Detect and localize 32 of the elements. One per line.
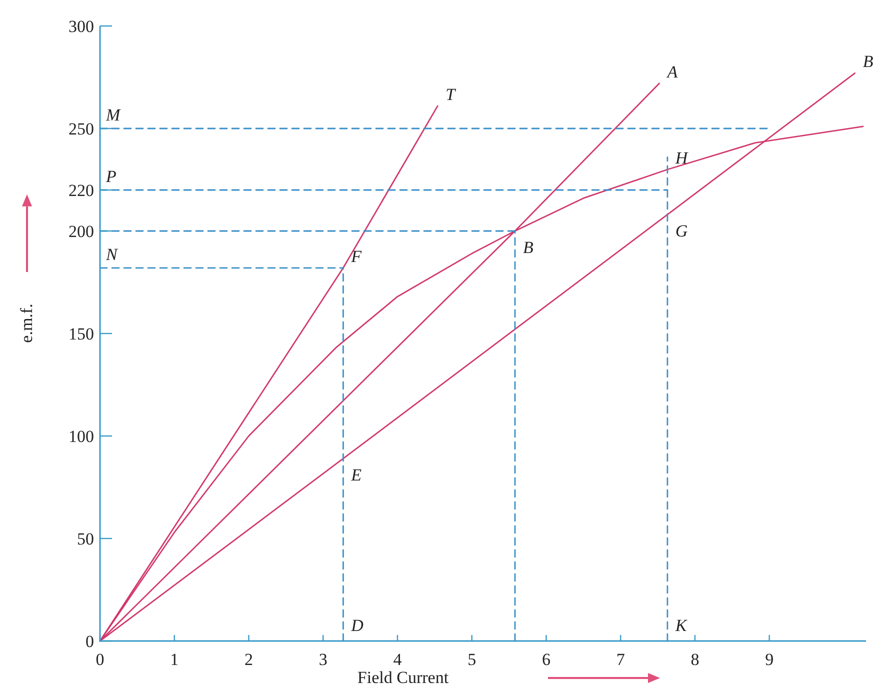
annotation: N — [105, 244, 119, 264]
x-axis-title: Field Current — [357, 668, 449, 687]
y-tick-label: 50 — [77, 529, 94, 548]
annotation: M — [105, 106, 121, 124]
annotation: B — [522, 238, 534, 257]
annotation: F — [350, 246, 362, 266]
y-tick-label: 150 — [68, 324, 94, 344]
annotation: E — [350, 466, 362, 485]
x-tick-label: 8 — [690, 650, 700, 669]
annotation: T — [446, 84, 457, 104]
y-tick-label: 300 — [68, 16, 94, 36]
annotation: G — [675, 222, 688, 241]
x-tick-label: 1 — [170, 650, 179, 669]
annotation: B — [862, 52, 874, 72]
y-tick-label: 100 — [68, 426, 94, 446]
annotation: H — [674, 148, 690, 168]
y-tick-label: 0 — [86, 632, 94, 651]
x-tick-label: 3 — [318, 650, 328, 669]
y-axis-title: e.m.f. — [17, 304, 36, 343]
x-tick-label: 4 — [393, 650, 402, 669]
annotation: D — [350, 616, 364, 635]
annotation: P — [105, 167, 116, 186]
x-tick-label: 6 — [542, 650, 550, 669]
y-tick-label: 220 — [68, 180, 94, 200]
annotation: A — [666, 62, 678, 82]
y-tick-label: 200 — [68, 222, 94, 241]
x-tick-label: 9 — [765, 650, 774, 669]
x-tick-label: 7 — [616, 650, 626, 669]
x-tick-label: 5 — [468, 650, 476, 669]
x-tick-label: 2 — [244, 650, 253, 669]
annotation: K — [674, 616, 688, 635]
y-tick-label: 250 — [68, 119, 94, 138]
